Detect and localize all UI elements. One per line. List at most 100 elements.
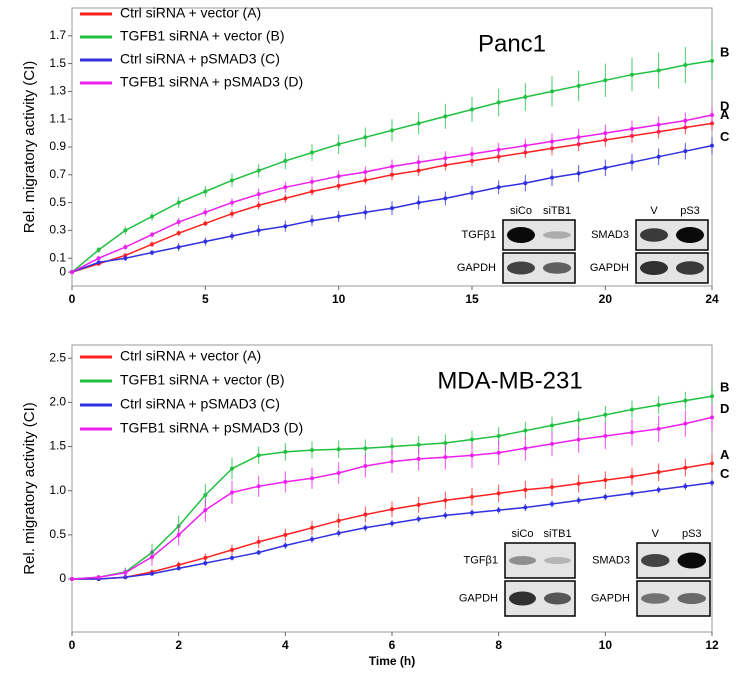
data-point (416, 442, 421, 447)
data-point (203, 508, 208, 513)
data-point (470, 453, 474, 458)
data-point (710, 480, 714, 485)
series-end-label: A (720, 447, 730, 462)
data-point (416, 516, 421, 521)
data-point (336, 174, 341, 179)
data-point (390, 172, 394, 177)
blot-lane-label: siTB1 (543, 205, 571, 217)
data-point (96, 247, 101, 252)
data-point (230, 211, 234, 216)
blot-row-label: SMAD3 (592, 554, 630, 566)
data-point (710, 461, 714, 466)
blot-band (676, 261, 704, 275)
legend-label: TGFB1 siRNA + pSMAD3 (D) (120, 74, 303, 90)
blot-lane-label: siTB1 (543, 528, 571, 540)
x-tick-label: 2 (175, 638, 182, 652)
data-point (630, 407, 634, 412)
blot-band (544, 557, 571, 564)
y-tick-label: 2.0 (49, 395, 66, 409)
data-point (363, 210, 368, 215)
data-point (630, 126, 634, 131)
x-axis-label: Time (h) (369, 654, 415, 668)
data-point (576, 83, 581, 88)
data-point (256, 228, 261, 233)
legend-label: Ctrl siRNA + vector (A) (120, 5, 261, 21)
data-point (683, 484, 688, 489)
blot-row-label: GAPDH (459, 592, 498, 604)
data-point (656, 403, 661, 408)
y-tick-label: 0.3 (49, 223, 66, 237)
legend-label: Ctrl siRNA + vector (A) (120, 348, 261, 364)
data-point (123, 256, 128, 261)
data-point (470, 510, 474, 515)
data-point (310, 448, 314, 453)
data-point (150, 214, 154, 219)
data-point (310, 189, 314, 194)
data-point (390, 164, 394, 169)
data-point (203, 493, 208, 498)
data-point (256, 550, 261, 555)
data-point (416, 502, 421, 507)
data-point (470, 494, 474, 499)
x-tick-label: 4 (282, 638, 289, 652)
data-point (390, 459, 394, 464)
blot-lane-label: V (652, 528, 660, 540)
data-point (203, 210, 208, 215)
blot-lane-label: pS3 (682, 528, 702, 540)
data-point (523, 487, 528, 492)
data-point (603, 131, 608, 136)
data-point (150, 571, 154, 576)
data-point (603, 494, 608, 499)
data-point (496, 450, 501, 455)
blot-lane-label: siCo (511, 528, 533, 540)
y-axis-label: Rel. migratory activity (CI) (21, 402, 38, 575)
data-point (203, 561, 208, 566)
data-point (576, 135, 581, 140)
data-point (230, 178, 234, 183)
series-end-label: D (720, 401, 729, 416)
x-tick-label: 6 (389, 638, 396, 652)
y-tick-label: 1.3 (49, 84, 66, 98)
data-point (496, 508, 501, 513)
data-point (256, 484, 261, 489)
data-point (603, 78, 608, 83)
legend-label: Ctrl siRNA + pSMAD3 (C) (120, 396, 280, 412)
data-point (283, 479, 288, 484)
data-point (203, 221, 208, 226)
blot-lane-label: V (650, 205, 658, 217)
series-end-label: C (720, 466, 730, 481)
data-point (176, 231, 181, 236)
data-point (283, 543, 288, 548)
data-point (203, 555, 208, 560)
data-point (656, 487, 661, 492)
blot-band (507, 261, 535, 275)
data-point (390, 128, 394, 133)
data-point (123, 570, 128, 575)
data-point (443, 441, 448, 446)
data-point (496, 100, 501, 105)
data-point (310, 179, 314, 184)
data-point (550, 441, 554, 446)
data-point (710, 415, 714, 420)
data-point (710, 58, 714, 63)
data-point (390, 521, 394, 526)
data-point (176, 532, 181, 537)
blot-band (509, 556, 536, 565)
data-point (336, 471, 341, 476)
data-point (283, 224, 288, 229)
data-point (550, 139, 554, 144)
data-point (523, 143, 528, 148)
data-point (470, 190, 474, 195)
data-point (96, 256, 101, 261)
data-point (390, 206, 394, 211)
data-point (363, 463, 368, 468)
data-point (336, 447, 341, 452)
y-tick-label: 1.5 (49, 439, 66, 453)
data-point (230, 233, 234, 238)
x-tick-label: 12 (705, 638, 719, 652)
data-point (710, 113, 714, 118)
blot-band (677, 593, 706, 604)
data-point (550, 485, 554, 490)
x-tick-label: 5 (202, 292, 209, 306)
data-point (203, 239, 208, 244)
